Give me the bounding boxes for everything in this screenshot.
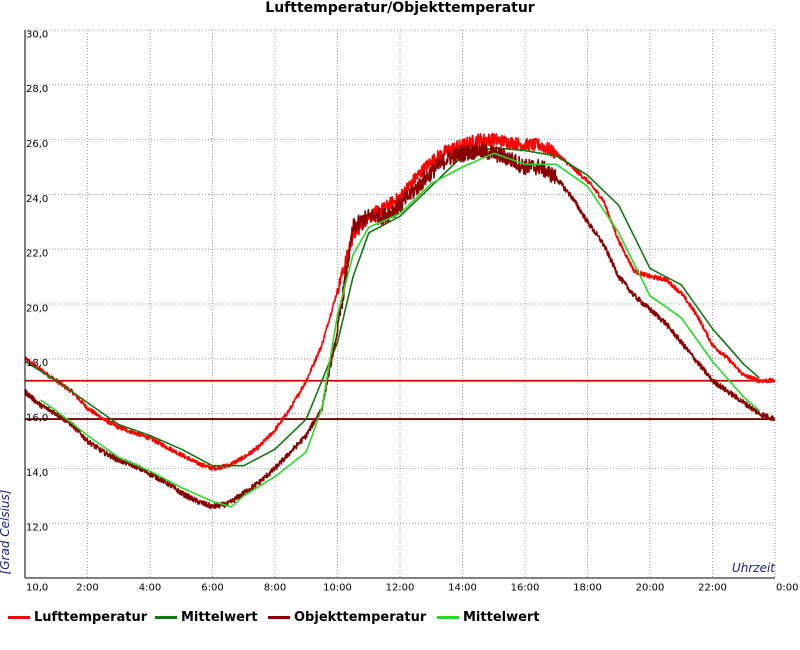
legend-label: Mittelwert [181, 609, 258, 625]
legend-swatch [437, 615, 459, 619]
y-axis-label: [Grad Celsius] [0, 489, 12, 574]
grid [24, 29, 776, 578]
y-tick-label: 24,0 [26, 194, 48, 205]
y-tick-label: 18,0 [26, 358, 48, 369]
y-tick-label: 28,0 [26, 84, 48, 95]
x-tick-label: 0:00 [776, 582, 798, 593]
legend-swatch [155, 615, 177, 619]
chart-title: Lufttemperatur/Objekttemperatur [265, 0, 535, 16]
x-tick-label: 8:00 [264, 582, 286, 593]
y-tick-label: 16,0 [26, 413, 48, 424]
series-line-4 [40, 152, 760, 508]
y-tick-label: 14,0 [26, 468, 48, 479]
legend-swatch [8, 615, 30, 619]
legend-item-mittelwert-luft: Mittelwert [155, 607, 258, 627]
x-axis-label: Uhrzeit [732, 561, 776, 575]
legend: Lufttemperatur Mittelwert Objekttemperat… [0, 607, 800, 627]
legend-label: Objekttemperatur [294, 609, 427, 625]
x-tick-label: 6:00 [201, 582, 223, 593]
x-tick-label: 18:00 [573, 582, 602, 593]
y-tick-label: 20,0 [26, 303, 48, 314]
y-tick-label: 30,0 [26, 29, 48, 40]
x-tick-label: 14:00 [448, 582, 477, 593]
line-chart: 10,0 2:00 4:00 6:00 8:00 10:00 12:00 14:00 16:00… [0, 29, 798, 593]
x-tick-label: 2:00 [76, 582, 98, 593]
tick-labels: 10,0 2:00 4:00 6:00 8:00 10:00 12:00 14:00 16:00… [26, 29, 798, 593]
legend-label: Lufttemperatur [34, 609, 148, 625]
legend-item-mittelwert-objekt: Mittelwert [437, 607, 540, 627]
x-tick-label: 10,0 [26, 582, 48, 593]
x-tick-label: 22:00 [698, 582, 727, 593]
y-tick-label: 12,0 [26, 523, 48, 534]
series-lines [24, 132, 776, 510]
legend-item-lufttemperatur: Lufttemperatur [8, 607, 147, 627]
y-tick-label: 22,0 [26, 249, 48, 260]
y-tick-label: 26,0 [26, 139, 48, 150]
series-line-3 [24, 141, 776, 510]
legend-label: Mittelwert [463, 609, 540, 625]
legend-swatch [268, 615, 290, 619]
legend-item-objekttemperatur: Objekttemperatur [268, 607, 426, 627]
series-line-2 [24, 147, 760, 467]
reference-lines [25, 379, 775, 420]
x-tick-label: 16:00 [511, 582, 540, 593]
x-tick-label: 4:00 [139, 582, 161, 593]
x-tick-label: 12:00 [386, 582, 415, 593]
x-tick-label: 10:00 [323, 582, 352, 593]
x-tick-label: 20:00 [636, 582, 665, 593]
axes [24, 30, 775, 579]
